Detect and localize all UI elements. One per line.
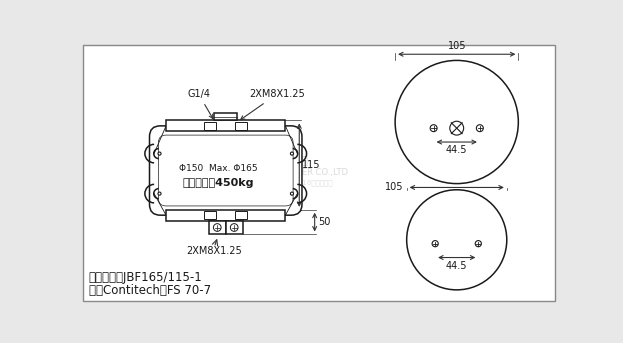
- Text: 115: 115: [302, 160, 321, 170]
- Bar: [214, 113, 237, 120]
- Text: 产品型号：JBF165/115-1: 产品型号：JBF165/115-1: [88, 271, 202, 284]
- Bar: [204, 122, 217, 130]
- Bar: [235, 122, 247, 130]
- Text: 50: 50: [318, 217, 330, 227]
- Bar: [166, 120, 285, 131]
- FancyBboxPatch shape: [150, 126, 302, 215]
- Bar: [209, 221, 226, 234]
- Text: 2XM8X1.25: 2XM8X1.25: [240, 90, 305, 120]
- Text: 联系方式：021-6155011，QQ：1516483116，微信同号: 联系方式：021-6155011，QQ：1516483116，微信同号: [179, 179, 333, 186]
- Text: Φ150  Max. Φ165: Φ150 Max. Φ165: [179, 165, 257, 174]
- Circle shape: [290, 192, 293, 195]
- Circle shape: [407, 190, 506, 290]
- Text: G1/4: G1/4: [188, 90, 213, 119]
- Circle shape: [158, 192, 161, 195]
- Circle shape: [290, 152, 293, 155]
- Text: 44.5: 44.5: [446, 261, 467, 271]
- Text: 上海松夏冲震器有限公司: 上海松夏冲震器有限公司: [235, 156, 308, 166]
- Text: 2XM8X1.25: 2XM8X1.25: [186, 246, 242, 256]
- Text: 44.5: 44.5: [446, 145, 467, 155]
- Circle shape: [158, 152, 161, 155]
- Circle shape: [395, 60, 518, 184]
- Text: SONGNA SHOCK ABSORBER CO.,LTD: SONGNA SHOCK ABSORBER CO.,LTD: [196, 168, 348, 177]
- Text: 105: 105: [385, 182, 404, 192]
- FancyBboxPatch shape: [158, 135, 293, 206]
- Bar: [204, 211, 217, 219]
- Bar: [226, 221, 243, 234]
- Bar: [166, 210, 285, 221]
- Text: 最大承载：450kg: 最大承载：450kg: [183, 178, 254, 188]
- Text: 105: 105: [447, 41, 466, 51]
- Text: 对应Contitech：FS 70-7: 对应Contitech：FS 70-7: [88, 284, 211, 297]
- Bar: [235, 211, 247, 219]
